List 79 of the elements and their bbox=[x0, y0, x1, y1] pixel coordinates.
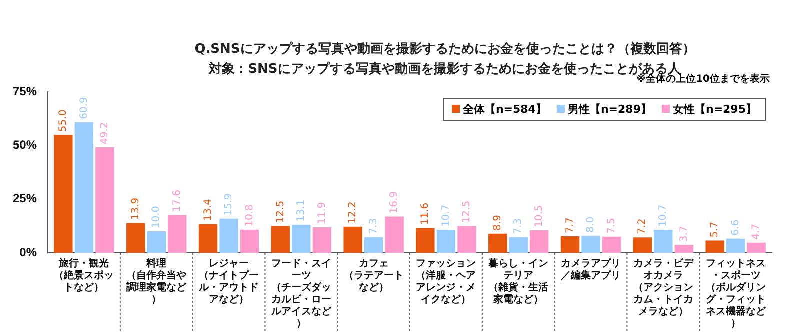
bar bbox=[530, 230, 549, 253]
data-label: 5.7 bbox=[710, 222, 721, 238]
bar bbox=[344, 226, 362, 253]
x-tick-label: フード・スイーツ（チーズダッカルビ・ロールアイスなど） bbox=[270, 258, 332, 330]
bar bbox=[674, 245, 694, 253]
bar bbox=[654, 230, 673, 253]
data-label: 13.9 bbox=[130, 198, 142, 220]
bar bbox=[364, 237, 384, 253]
bar bbox=[416, 228, 435, 253]
x-tick-label: レジャー（ナイトプール・アウトドアなど） bbox=[198, 258, 260, 306]
x-tick-label: カフェ（ラテアートなど） bbox=[344, 258, 404, 294]
data-label: 15.9 bbox=[224, 194, 235, 216]
bar bbox=[292, 224, 311, 253]
data-label: 10.8 bbox=[244, 204, 256, 227]
data-label: 7.3 bbox=[513, 218, 524, 234]
data-label: 60.9 bbox=[78, 97, 90, 120]
data-label: 11.9 bbox=[316, 202, 328, 224]
chart-title: Q.SNSにアップする写真や動画を撮影するためにお金を使ったことは？（複数回答） bbox=[194, 40, 696, 58]
data-label: 49.2 bbox=[100, 122, 111, 145]
bar bbox=[74, 122, 94, 253]
data-label: 12.2 bbox=[348, 202, 359, 224]
x-tick-label: カメラ・ビデオカメラ（アクションカム・トイカメラなど） bbox=[633, 258, 694, 318]
data-label: 10.7 bbox=[658, 204, 669, 228]
bar bbox=[436, 230, 456, 253]
bar bbox=[602, 236, 622, 253]
data-label: 13.4 bbox=[202, 199, 214, 222]
data-label: 10.5 bbox=[534, 205, 545, 228]
bar bbox=[96, 148, 114, 253]
data-label: 8.9 bbox=[492, 215, 504, 231]
x-tick-label: フィットネス・スポーツ（ボルダリング・フィットネス機器など） bbox=[706, 258, 767, 330]
bar bbox=[220, 218, 238, 253]
data-label: 12.5 bbox=[462, 200, 473, 224]
bar bbox=[147, 232, 166, 253]
bar bbox=[240, 230, 260, 253]
bar bbox=[312, 227, 332, 253]
legend-label: 男性【n=289】 bbox=[566, 102, 652, 118]
x-tick-label: 旅行・観光（絶景スポットなど） bbox=[54, 258, 114, 294]
text: ※全体の上位10位までを表示 bbox=[636, 74, 770, 86]
data-label: 8.0 bbox=[586, 216, 597, 233]
bar bbox=[54, 135, 73, 253]
bar bbox=[488, 234, 508, 253]
x-tick-label: 料理（自作弁当や調理家電など） bbox=[126, 258, 188, 306]
data-label: 4.7 bbox=[751, 224, 762, 240]
legend-label: 女性【n=295】 bbox=[672, 102, 757, 118]
bar bbox=[633, 238, 652, 253]
legend-label: 全体【n=584】 bbox=[462, 102, 547, 118]
data-label: 7.5 bbox=[606, 218, 618, 234]
y-tick-label: 75% bbox=[12, 84, 38, 99]
data-label: 10.0 bbox=[151, 206, 162, 229]
data-label: 55.0 bbox=[58, 110, 70, 132]
y-tick-label: 50% bbox=[12, 138, 38, 152]
data-label: 17.6 bbox=[172, 190, 183, 212]
bar bbox=[458, 226, 476, 253]
x-tick-label: カメラアプリ／編集アプリ bbox=[561, 258, 622, 282]
x-tick-label: ファッション（洋服・ヘアアレンジ・メイクなど） bbox=[416, 258, 476, 306]
data-label: 11.6 bbox=[420, 202, 432, 226]
data-label: 7.3 bbox=[368, 218, 380, 234]
data-label: 7.2 bbox=[637, 218, 648, 235]
bar bbox=[582, 236, 600, 253]
bar bbox=[706, 240, 724, 253]
bar bbox=[168, 215, 187, 253]
bar bbox=[198, 224, 218, 253]
data-label: 16.9 bbox=[389, 192, 400, 214]
bar bbox=[385, 216, 404, 253]
data-label: 13.1 bbox=[296, 200, 308, 222]
bar bbox=[509, 237, 528, 253]
x-tick-label: 暮らし・インテリア（雑貨・生活家電など） bbox=[488, 258, 549, 306]
y-tick-label: 0% bbox=[20, 245, 38, 260]
bar bbox=[560, 236, 580, 253]
data-label: 10.7 bbox=[440, 204, 452, 228]
data-label: 3.7 bbox=[678, 226, 690, 242]
bar bbox=[747, 242, 766, 253]
data-label: 6.6 bbox=[730, 220, 742, 236]
bar bbox=[271, 226, 290, 253]
data-label: 12.5 bbox=[275, 200, 286, 224]
bar bbox=[126, 223, 146, 253]
bar bbox=[726, 238, 746, 253]
y-tick-label: 25% bbox=[12, 192, 38, 206]
data-label: 7.7 bbox=[564, 218, 576, 234]
